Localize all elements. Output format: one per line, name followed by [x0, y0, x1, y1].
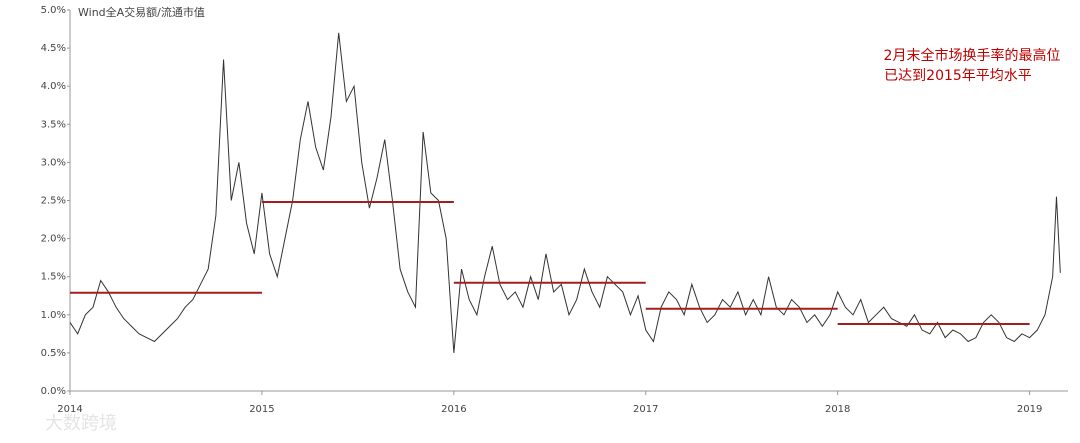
- y-tick-label: 4.0%: [41, 81, 66, 92]
- x-tick-label: 2014: [57, 404, 82, 415]
- x-tick-label: 2015: [249, 404, 274, 415]
- y-tick-label: 3.0%: [41, 157, 66, 168]
- x-tick-label: 2017: [633, 404, 658, 415]
- y-tick-label: 1.5%: [41, 272, 66, 283]
- y-tick-label: 2.5%: [41, 196, 66, 207]
- y-tick-label: 0.5%: [41, 348, 66, 359]
- x-tick-label: 2016: [441, 404, 466, 415]
- y-tick-label: 4.5%: [41, 43, 66, 54]
- annotation: 已达到2015年平均水平: [884, 68, 1032, 84]
- x-tick-label: 2018: [825, 404, 850, 415]
- watermark: 大数跨境: [45, 413, 117, 434]
- y-tick-label: 1.0%: [41, 310, 66, 321]
- y-tick-label: 3.5%: [41, 119, 66, 130]
- chart-title: Wind全A交易额/流通市值: [78, 5, 205, 19]
- x-tick-label: 2019: [1017, 404, 1042, 415]
- y-tick-label: 2.0%: [41, 234, 66, 245]
- y-tick-label: 5.0%: [41, 5, 66, 16]
- y-tick-label: 0.0%: [41, 386, 66, 397]
- annotation: 2月末全市场换手率的最高位: [884, 47, 1061, 64]
